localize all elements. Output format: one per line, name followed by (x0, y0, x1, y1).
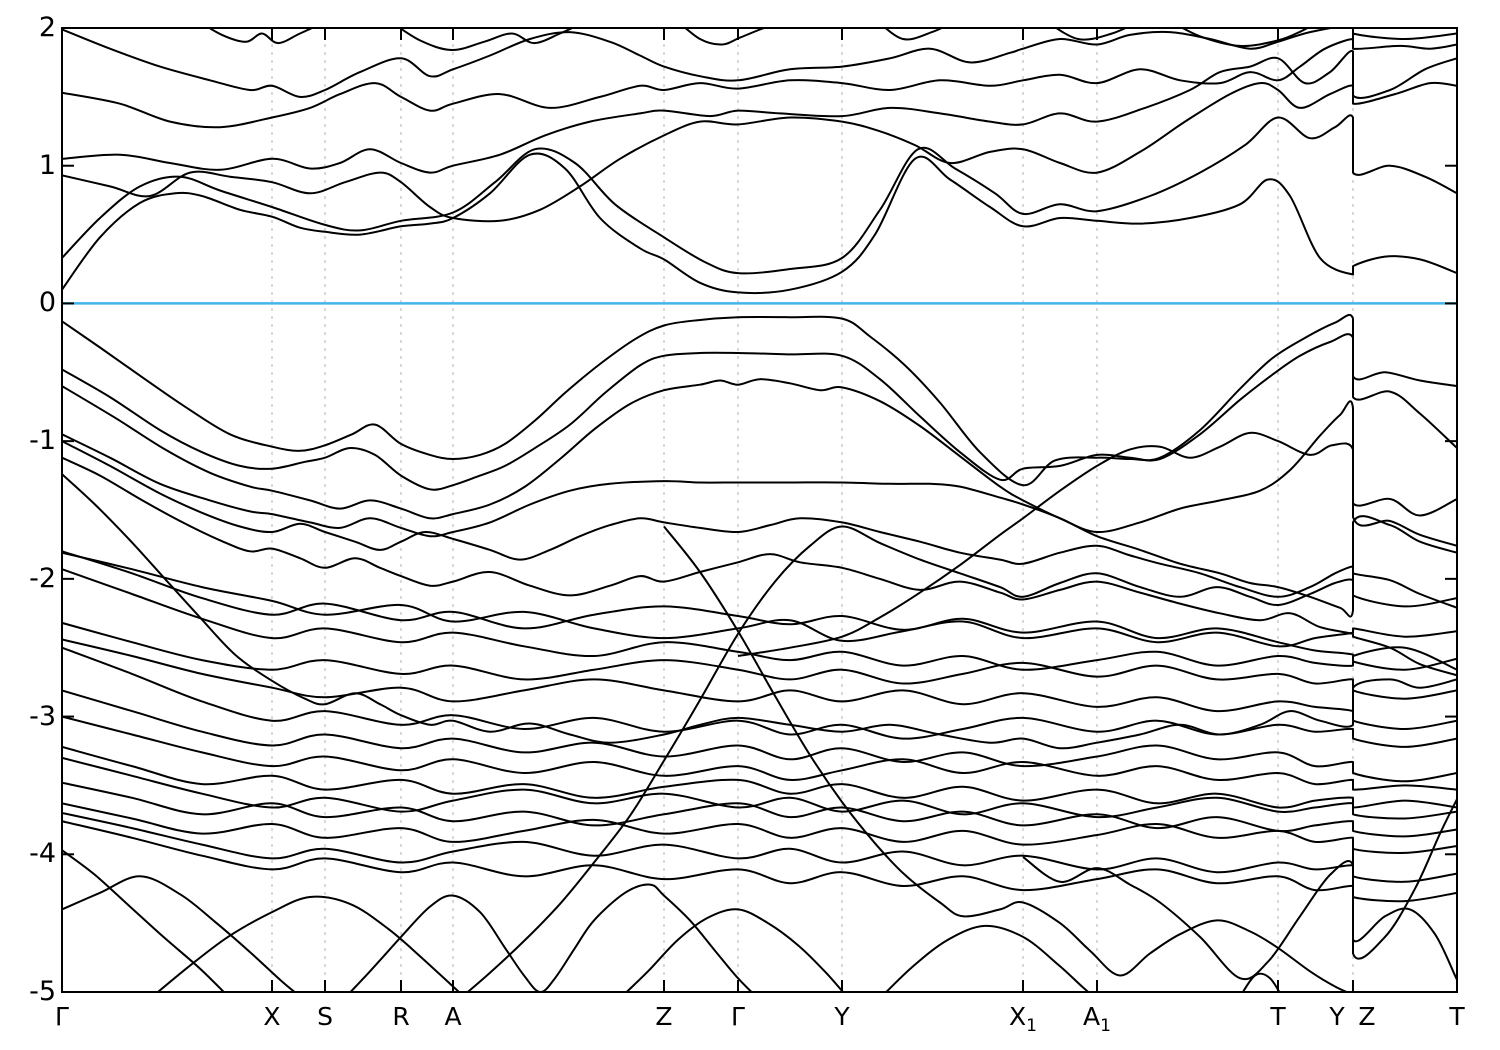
band-curve (398, 28, 575, 52)
band-curve (156, 895, 461, 992)
band-curve (62, 152, 1457, 294)
band-curve (62, 433, 1457, 618)
band-curve (62, 638, 1457, 730)
band-curve (62, 456, 1457, 677)
band-curve (62, 114, 1457, 275)
kpoint-label-a: A (444, 1002, 462, 1031)
kpoint-label-a1: A1 (1083, 1002, 1111, 1036)
kpoint-label-x1: X1 (1009, 1002, 1037, 1036)
band-curve (683, 28, 768, 46)
band-curve (1180, 28, 1310, 47)
band-curve (663, 525, 1350, 992)
band-curve (884, 924, 1090, 992)
y-axis-tick-label: -3 (29, 700, 56, 732)
band-curve (62, 715, 1457, 791)
band-curve (62, 49, 1457, 174)
kpoint-label-r: R (392, 1002, 410, 1031)
band-curves (62, 28, 1457, 992)
band-curve (62, 621, 1457, 700)
kpoint-label-x: X (263, 1002, 281, 1031)
band-curve (62, 333, 1457, 491)
y-axis-tick-label: -1 (29, 425, 56, 457)
band-curve (1054, 28, 1128, 41)
band-curve (62, 875, 297, 992)
band-curve (62, 689, 1457, 783)
band-curve (62, 745, 1457, 809)
band-curve (62, 313, 1457, 487)
band-curve (625, 908, 845, 992)
kpoint-label-s: S (317, 1002, 333, 1031)
y-axis-tick-label: 1 (38, 149, 56, 181)
band-curve (737, 431, 1457, 657)
band-curve (62, 551, 1457, 648)
band-curve (62, 378, 1457, 547)
kpoint-label-t2: T (1449, 1002, 1465, 1031)
y-axis-tick-label: -4 (29, 838, 56, 870)
kpoint-label-y2: Y (1329, 1002, 1345, 1031)
kpoint-label-gamma: Γ (55, 1002, 69, 1031)
y-axis-tick-label: 2 (38, 12, 56, 43)
kpoint-label-t: T (1270, 1002, 1286, 1031)
band-curve (62, 440, 1457, 609)
plot-border (61, 27, 1458, 993)
kpoint-label-z: Z (655, 1002, 673, 1031)
y-axis-tick-label: -2 (29, 562, 56, 594)
band-curve (62, 812, 1457, 883)
band-curve (62, 820, 1457, 903)
band-curve (62, 568, 1457, 671)
band-curve (62, 550, 1457, 671)
kpoint-label-gamma2: Γ (731, 1002, 745, 1031)
band-curve (62, 38, 1457, 129)
band-curve (62, 646, 1457, 748)
band-curve (207, 28, 315, 45)
band-curve (1352, 798, 1457, 960)
band-curve (62, 473, 1457, 750)
y-axis-tick-label: 0 (38, 287, 56, 319)
band-curve (884, 28, 945, 41)
band-curve (62, 756, 1457, 820)
band-curve (62, 849, 226, 992)
band-curve (62, 81, 1457, 223)
y-axis-tick-label: -5 (29, 976, 56, 1007)
kpoint-label-y: Y (834, 1002, 850, 1031)
band-curve (1022, 856, 1457, 982)
band-curve (62, 802, 1457, 854)
kpoint-label-z2: Z (1358, 1002, 1376, 1031)
band-curve (349, 883, 753, 992)
